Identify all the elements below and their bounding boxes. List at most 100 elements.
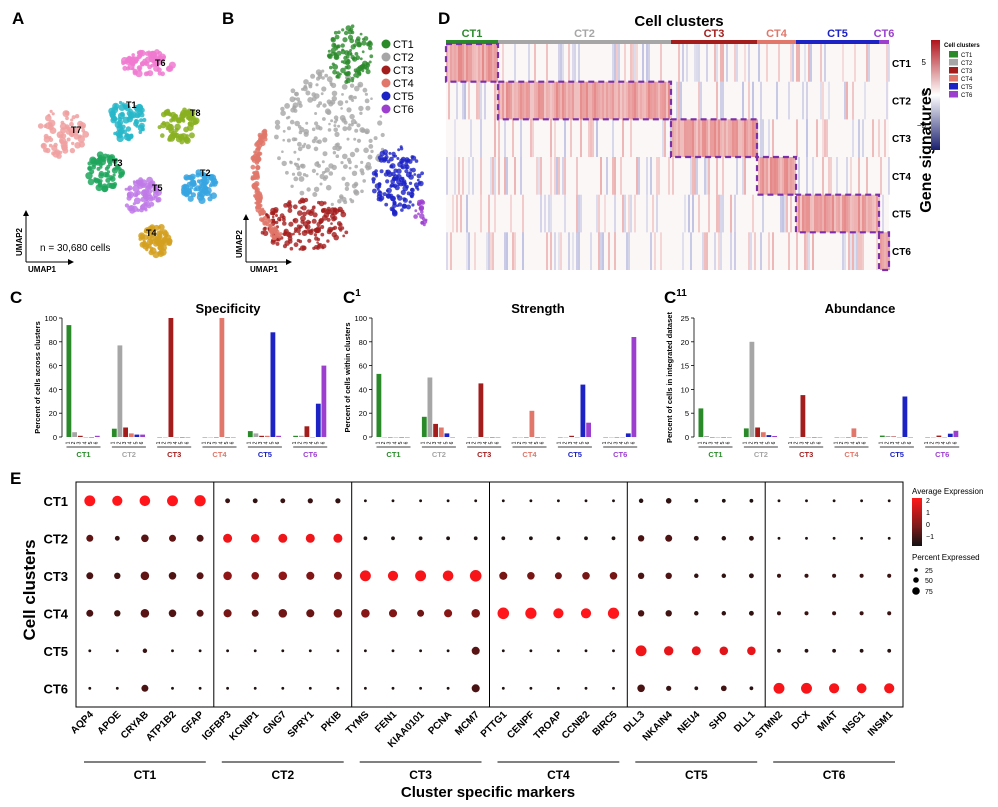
heatmap-legend-label-ct2: CT2	[961, 61, 973, 67]
bar-tick-label: 5	[856, 441, 862, 444]
dot-ct6-mcm7	[471, 684, 480, 693]
bar-tick-label: 3	[709, 441, 715, 444]
dot-ct6-aqp4	[88, 686, 92, 690]
dot-ct1-dcx	[805, 499, 808, 503]
bar-tick-label: 4	[896, 441, 902, 444]
bar-chart-y-tick-label: 100	[354, 314, 367, 323]
bar-ct2-3	[123, 427, 128, 437]
bar-tick-label: 5	[315, 441, 321, 444]
dot-ct5-pcna	[446, 649, 450, 653]
heatmap-cluster-legend: Cell clusters CT1 CT2 CT3 CT4 CT5 CT6	[944, 43, 980, 99]
heatmap-col-bar-ct1	[446, 40, 498, 44]
heatmap-y-label: Gene signatures	[918, 87, 935, 212]
bar-ct6-5	[947, 433, 953, 437]
dot-ct3-dcx	[804, 573, 809, 578]
bar-tick-label: 2	[71, 441, 77, 444]
bar-tick-label: 6	[230, 441, 236, 444]
gene-label-insm1: INSM1	[866, 709, 896, 739]
dot-ct6-stmn2	[773, 682, 785, 694]
dot-ct1-kcnip1	[252, 498, 258, 504]
heatmap-col-label-ct3: CT3	[704, 28, 725, 40]
panel-letter-c11: C11	[664, 288, 687, 307]
heatmap-col-label-ct4: CT4	[766, 28, 788, 40]
dot-ct3-mcm7	[469, 570, 482, 582]
bar-ct2-5	[444, 433, 450, 437]
gene-label-troap: TROAP	[532, 709, 565, 742]
bar-ct2-5	[134, 434, 140, 437]
bar-tick-label: 5	[489, 441, 495, 444]
umap-b-legend-dot-ct2	[381, 52, 391, 62]
dot-ct6-shd	[720, 685, 727, 692]
dot-ct6-miat	[829, 683, 840, 694]
bar-tick-label: 2	[252, 441, 258, 444]
heatmap-scale-bar	[931, 40, 940, 150]
dot-ct5-nsg1	[859, 648, 864, 653]
dot-ct1-birc5	[612, 499, 615, 503]
bar-ct1-2	[704, 436, 709, 437]
gene-label-nkain4: NKAIN4	[641, 709, 675, 743]
bar-tick-label: 6	[404, 441, 410, 444]
bar-chart-y-tick-label: 60	[49, 362, 57, 371]
panel-a: A T1 T2 T3 T4 T5 T6 T7 T8 n = 30,680 cells UMAP…	[12, 9, 219, 274]
dot-ct5-birc5	[612, 649, 615, 653]
bar-tick-label: 1	[111, 441, 117, 444]
dot-ct6-dcx	[801, 682, 812, 694]
bar-chart-strength: C1 Strength Percent of cells within cluste…	[343, 288, 638, 459]
dot-ct1-neu4	[694, 498, 699, 503]
umap-a-label-t8: T8	[190, 108, 201, 118]
cell-count: n = 30,680 cells	[40, 243, 110, 254]
dot-ct5-atp1b2	[171, 649, 174, 653]
bar-group-label-ct3: CT3	[477, 450, 491, 459]
bar-ct2-3	[433, 423, 438, 437]
bar-tick-label: 4	[392, 441, 398, 444]
dot-ct3-spry1	[306, 571, 315, 580]
gene-label-dll3: DLL3	[622, 709, 648, 735]
bar-chart-y-tick-label: 10	[681, 385, 689, 394]
umap-b-legend-dot-ct5	[381, 91, 391, 101]
dot-ct2-dcx	[805, 536, 808, 540]
bar-ct5-1	[247, 431, 253, 438]
dot-ct2-apoe	[114, 535, 120, 541]
dot-ct5-ccnb2	[584, 649, 588, 653]
bar-group-label-ct5: CT5	[890, 450, 904, 459]
bar-tick-label: 1	[788, 441, 794, 444]
dot-ct1-igfbp3	[225, 498, 231, 504]
gene-label-nsg1: NSG1	[841, 709, 868, 736]
bar-group-label-ct1: CT1	[386, 450, 400, 459]
bar-group-label-ct6: CT6	[613, 450, 627, 459]
heatmap-legend-swatch-ct6	[949, 91, 958, 98]
gene-label-kcnip1: KCNIP1	[228, 709, 262, 743]
dot-ct2-mcm7	[473, 536, 478, 541]
umap-a-x-label: UMAP1	[28, 265, 57, 274]
bar-tick-label: 5	[947, 441, 953, 444]
bar-tick-label: 5	[765, 441, 771, 444]
umap-a-cluster-t6: T6	[121, 49, 176, 78]
umap-b-legend-dot-ct4	[381, 78, 391, 88]
gene-label-dcx: DCX	[790, 709, 813, 732]
bar-ct2-2	[117, 345, 123, 437]
heatmap-legend-label-ct4: CT4	[961, 77, 973, 83]
bar-tick-label: 1	[466, 441, 472, 444]
dot-ct3-fen1	[387, 570, 399, 581]
umap-a-cluster-t3: T3	[85, 151, 125, 193]
dot-ct6-gng7	[281, 686, 285, 690]
bar-tick-label: 2	[839, 441, 845, 444]
legend-pct-dot-75	[912, 587, 920, 595]
dot-ct2-pkib	[333, 533, 343, 543]
dot-ct6-pcna	[446, 686, 450, 690]
dot-ct4-nkain4	[665, 610, 672, 617]
dot-ct6-gfap	[198, 686, 202, 690]
bar-ct2-6	[140, 434, 145, 437]
bar-tick-label: 4	[528, 441, 534, 444]
dot-ct6-tyms	[363, 686, 367, 690]
heatmap-legend-swatch-ct2	[949, 59, 958, 66]
dot-ct1-insm1	[887, 499, 891, 503]
dotplot-row-label-ct4: CT4	[43, 606, 68, 621]
panel-d: D Cell clusters CT1 CT2 CT3 CT4 CT5 CT6 CT1 CT2…	[438, 9, 980, 272]
bar-tick-label: 4	[805, 441, 811, 444]
gene-label-shd: SHD	[707, 709, 730, 732]
dot-ct3-apoe	[114, 572, 121, 579]
dot-ct4-kiaa0101	[417, 609, 425, 617]
bar-tick-label: 2	[517, 441, 523, 444]
umap-b-arrowheads	[243, 214, 292, 265]
